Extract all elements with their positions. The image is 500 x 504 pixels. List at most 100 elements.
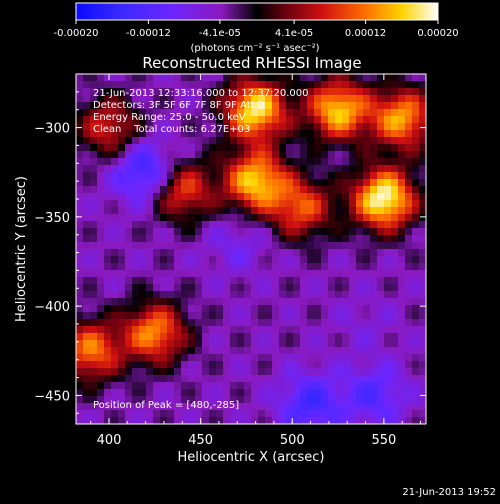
heatmap-cell — [300, 144, 308, 152]
heatmap-cell — [258, 354, 266, 362]
heatmap-cell — [174, 396, 182, 404]
heatmap-cell — [188, 256, 196, 264]
heatmap-cell — [384, 354, 392, 362]
heatmap-cell — [272, 193, 280, 201]
heatmap-cell — [230, 179, 238, 187]
heatmap-cell — [419, 235, 426, 243]
heatmap-cell — [223, 340, 231, 348]
heatmap-cell — [398, 417, 406, 424]
heatmap-cell — [398, 95, 406, 103]
heatmap-cell — [251, 333, 259, 341]
heatmap-cell — [237, 305, 245, 313]
heatmap-cell — [314, 172, 322, 180]
colorbar-units: (photons cm⁻² s⁻¹ asec⁻²) — [190, 43, 319, 54]
heatmap-cell — [153, 403, 161, 411]
heatmap-cell — [195, 382, 203, 390]
heatmap-cell — [363, 326, 371, 334]
heatmap-cell — [377, 221, 385, 229]
heatmap-cell — [307, 326, 315, 334]
heatmap-cell — [244, 312, 252, 320]
heatmap-cell — [104, 361, 112, 369]
heatmap-cell — [251, 207, 259, 215]
heatmap-cell — [419, 123, 426, 131]
heatmap-cell — [363, 291, 371, 299]
heatmap-cell — [405, 277, 413, 285]
heatmap-cell — [83, 361, 91, 369]
heatmap-cell — [111, 123, 119, 131]
heatmap-cell — [419, 137, 426, 145]
heatmap-cell — [97, 417, 105, 424]
heatmap-cell — [83, 116, 91, 124]
heatmap-cell — [132, 375, 140, 383]
heatmap-cell — [209, 354, 217, 362]
heatmap-cell — [97, 326, 105, 334]
heatmap-cell — [153, 158, 161, 166]
heatmap-cell — [377, 389, 385, 397]
heatmap-cell — [314, 200, 322, 208]
heatmap-cell — [321, 165, 329, 173]
heatmap-cell — [202, 326, 210, 334]
heatmap-cell — [258, 165, 266, 173]
heatmap-cell — [419, 242, 426, 250]
heatmap-cell — [97, 256, 105, 264]
heatmap-cell — [174, 102, 182, 110]
heatmap-cell — [391, 137, 399, 145]
heatmap-cell — [356, 228, 364, 236]
heatmap-cell — [335, 403, 343, 411]
heatmap-cell — [146, 130, 154, 138]
heatmap-cell — [279, 207, 287, 215]
heatmap-cell — [335, 312, 343, 320]
heatmap-cell — [160, 270, 168, 278]
heatmap-cell — [118, 361, 126, 369]
heatmap-cell — [244, 375, 252, 383]
heatmap-cell — [153, 179, 161, 187]
heatmap-cell — [195, 270, 203, 278]
heatmap-cell — [181, 277, 189, 285]
heatmap-cell — [223, 88, 231, 96]
heatmap-cell — [125, 172, 133, 180]
heatmap-cell — [181, 382, 189, 390]
heatmap-cell — [300, 151, 308, 159]
heatmap-cell — [384, 256, 392, 264]
heatmap-cell — [195, 235, 203, 243]
heatmap-cell — [216, 158, 224, 166]
heatmap-cell — [356, 179, 364, 187]
heatmap-cell — [370, 347, 378, 355]
heatmap-cell — [111, 214, 119, 222]
heatmap-cell — [363, 354, 371, 362]
heatmap-cell — [300, 81, 308, 89]
heatmap-cell — [314, 88, 322, 96]
heatmap-cell — [258, 102, 266, 110]
heatmap-cell — [209, 165, 217, 173]
heatmap-cell — [139, 312, 147, 320]
heatmap-cell — [132, 165, 140, 173]
heatmap-cell — [153, 102, 161, 110]
heatmap-cell — [279, 326, 287, 334]
heatmap-cell — [76, 340, 84, 348]
heatmap-cell — [412, 396, 420, 404]
heatmap-cell — [272, 298, 280, 306]
heatmap-cell — [328, 130, 336, 138]
heatmap-cell — [363, 123, 371, 131]
heatmap-cell — [195, 214, 203, 222]
heatmap-cell — [230, 207, 238, 215]
heatmap-cell — [328, 102, 336, 110]
heatmap-cell — [181, 298, 189, 306]
heatmap-cell — [279, 144, 287, 152]
heatmap-cell — [300, 123, 308, 131]
heatmap-cell — [349, 235, 357, 243]
heatmap-cell — [412, 88, 420, 96]
heatmap-cell — [251, 123, 259, 131]
heatmap-cell — [272, 249, 280, 257]
heatmap-cell — [384, 319, 392, 327]
heatmap-cell — [307, 382, 315, 390]
heatmap-cell — [181, 207, 189, 215]
heatmap-cell — [174, 130, 182, 138]
heatmap-cell — [321, 172, 329, 180]
heatmap-cell — [363, 144, 371, 152]
heatmap-cell — [174, 298, 182, 306]
heatmap-cell — [202, 333, 210, 341]
heatmap-cell — [104, 326, 112, 334]
heatmap-cell — [293, 375, 301, 383]
heatmap-cell — [391, 263, 399, 271]
